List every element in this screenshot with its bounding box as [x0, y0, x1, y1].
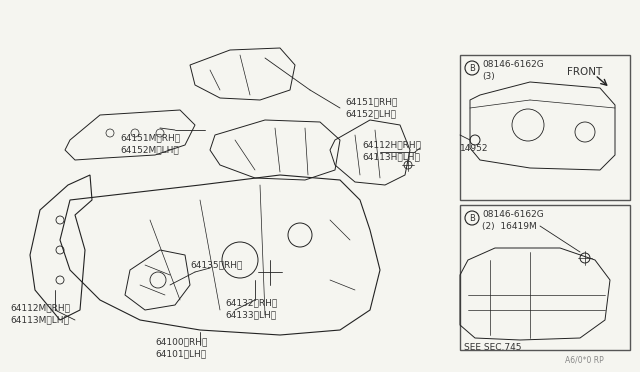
Text: 64133〈LH〉: 64133〈LH〉	[225, 311, 276, 320]
Text: 64112M〈RH〉: 64112M〈RH〉	[10, 304, 70, 312]
Text: 64101〈LH〉: 64101〈LH〉	[155, 350, 206, 359]
Text: 14952: 14952	[460, 144, 488, 153]
Text: 64112H〈RH〉: 64112H〈RH〉	[362, 141, 421, 150]
Bar	[460, 205, 630, 350]
Text: (3): (3)	[482, 71, 495, 80]
Text: 08146-6162G: 08146-6162G	[482, 60, 544, 68]
Text: (2)  16419M: (2) 16419M	[482, 221, 537, 231]
Text: FRONT: FRONT	[567, 67, 602, 77]
Text: 64132〈RH〉: 64132〈RH〉	[225, 298, 277, 308]
Text: 64152〈LH〉: 64152〈LH〉	[345, 109, 396, 119]
Text: 64113H〈LH〉: 64113H〈LH〉	[362, 153, 420, 161]
Text: B: B	[469, 214, 475, 222]
Bar	[460, 55, 630, 200]
Text: 64135〈RH〉: 64135〈RH〉	[190, 260, 243, 269]
Text: B: B	[469, 64, 475, 73]
Text: 64151〈RH〉: 64151〈RH〉	[345, 97, 397, 106]
Text: 64151M〈RH〉: 64151M〈RH〉	[120, 134, 180, 142]
Text: SEE SEC.745: SEE SEC.745	[464, 343, 522, 353]
Text: 64100〈RH〉: 64100〈RH〉	[155, 337, 207, 346]
Text: 08146-6162G: 08146-6162G	[482, 209, 544, 218]
Text: A6/0*0 RP: A6/0*0 RP	[565, 356, 604, 365]
Text: 64152M〈LH〉: 64152M〈LH〉	[120, 145, 179, 154]
Text: 64113M〈LH〉: 64113M〈LH〉	[10, 315, 69, 324]
